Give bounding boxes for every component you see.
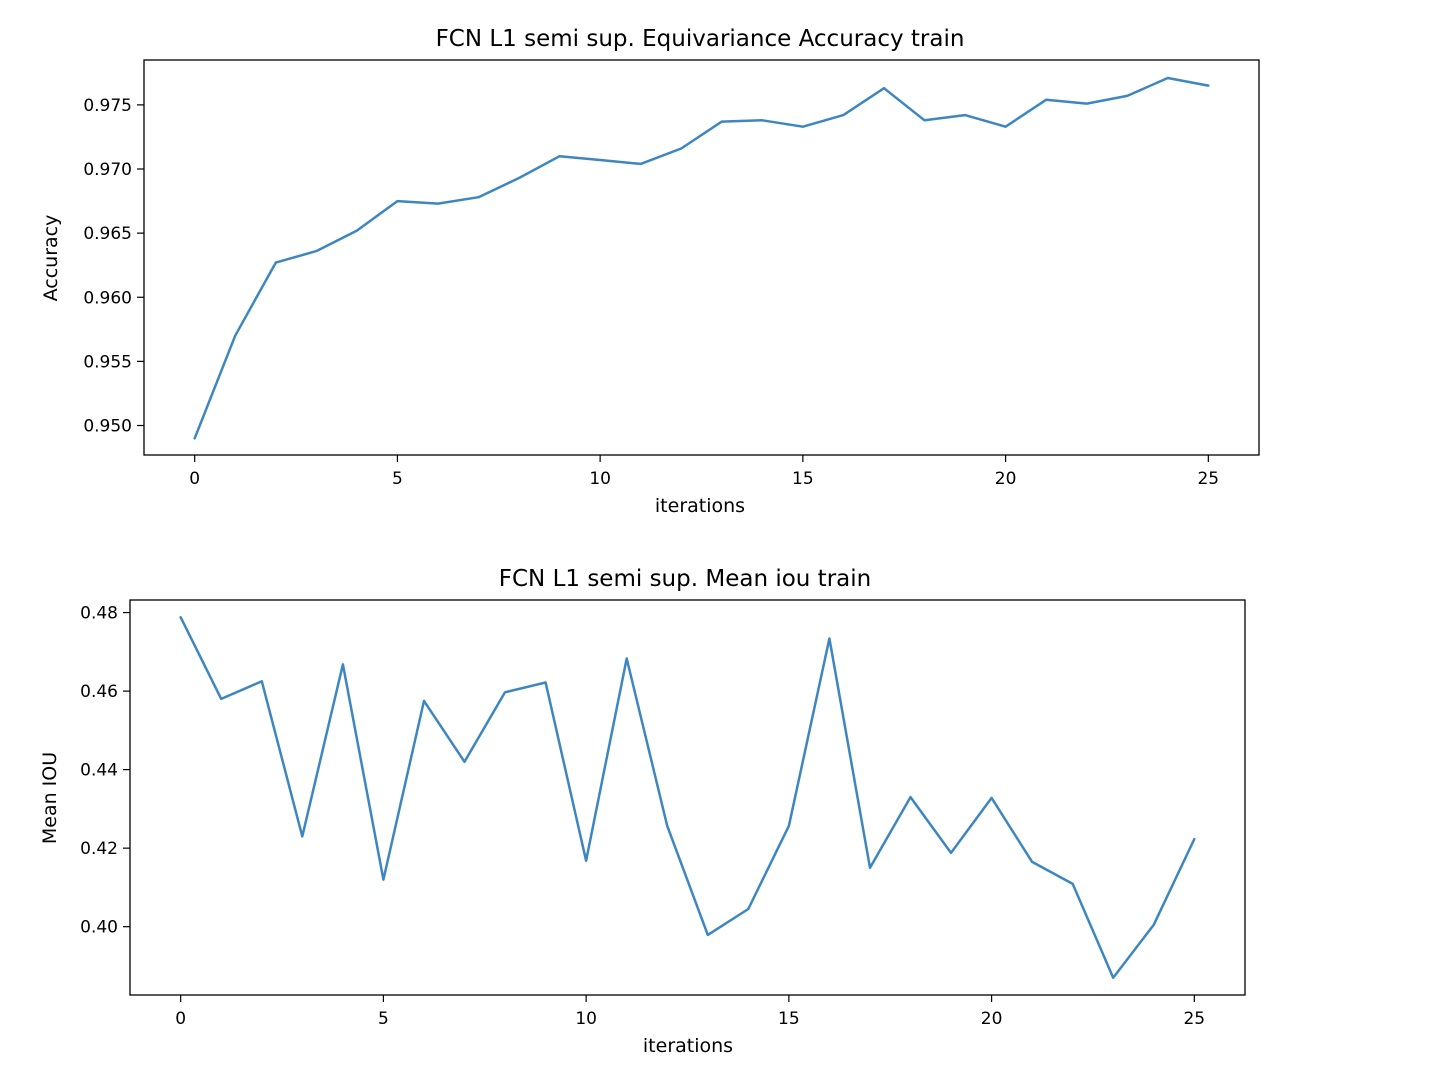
y-axis: 0.40 0.42 0.44 0.46 0.48 <box>80 604 130 938</box>
chart-title: FCN L1 semi sup. Equivariance Accuracy t… <box>436 26 965 52</box>
y-tick-label: 0.48 <box>80 604 118 624</box>
y-tick-label: 0.975 <box>83 96 132 116</box>
mean-iou-chart: FCN L1 semi sup. Mean iou train 0.40 0.42… <box>39 566 1246 1057</box>
x-tick-label: 10 <box>575 1009 597 1029</box>
x-tick-label: 15 <box>792 469 814 489</box>
y-tick-label: 0.40 <box>80 918 118 938</box>
x-tick-label: 5 <box>392 469 403 489</box>
x-tick-label: 0 <box>175 1009 186 1029</box>
y-tick-label: 0.960 <box>83 288 132 308</box>
x-axis-label: iterations <box>643 1035 733 1057</box>
y-tick-label: 0.955 <box>83 352 132 372</box>
chart-title: FCN L1 semi sup. Mean iou train <box>499 566 871 592</box>
x-axis-label: iterations <box>655 495 745 517</box>
x-tick-label: 25 <box>1197 469 1219 489</box>
y-axis: 0.950 0.955 0.960 0.965 0.970 0.975 <box>83 96 144 437</box>
x-tick-label: 15 <box>778 1009 800 1029</box>
x-tick-label: 20 <box>995 469 1017 489</box>
y-tick-label: 0.950 <box>83 417 132 437</box>
x-tick-label: 0 <box>189 469 200 489</box>
x-axis: 0 5 10 15 20 25 <box>175 995 1205 1029</box>
x-axis: 0 5 10 15 20 25 <box>189 455 1219 489</box>
y-tick-label: 0.44 <box>80 761 118 781</box>
x-tick-label: 20 <box>981 1009 1003 1029</box>
y-tick-label: 0.46 <box>80 682 118 702</box>
y-axis-label: Mean IOU <box>39 752 61 844</box>
series-line <box>193 76 1210 440</box>
y-tick-label: 0.42 <box>80 839 118 859</box>
y-tick-label: 0.965 <box>83 224 132 244</box>
series-line <box>179 616 1196 979</box>
accuracy-chart: FCN L1 semi sup. Equivariance Accuracy t… <box>40 26 1260 517</box>
y-tick-label: 0.970 <box>83 160 132 180</box>
x-tick-label: 5 <box>378 1009 389 1029</box>
x-tick-label: 25 <box>1183 1009 1205 1029</box>
plot-frame <box>143 59 1260 456</box>
x-tick-label: 10 <box>589 469 611 489</box>
plot-frame <box>129 599 1246 996</box>
y-axis-label: Accuracy <box>40 215 62 302</box>
